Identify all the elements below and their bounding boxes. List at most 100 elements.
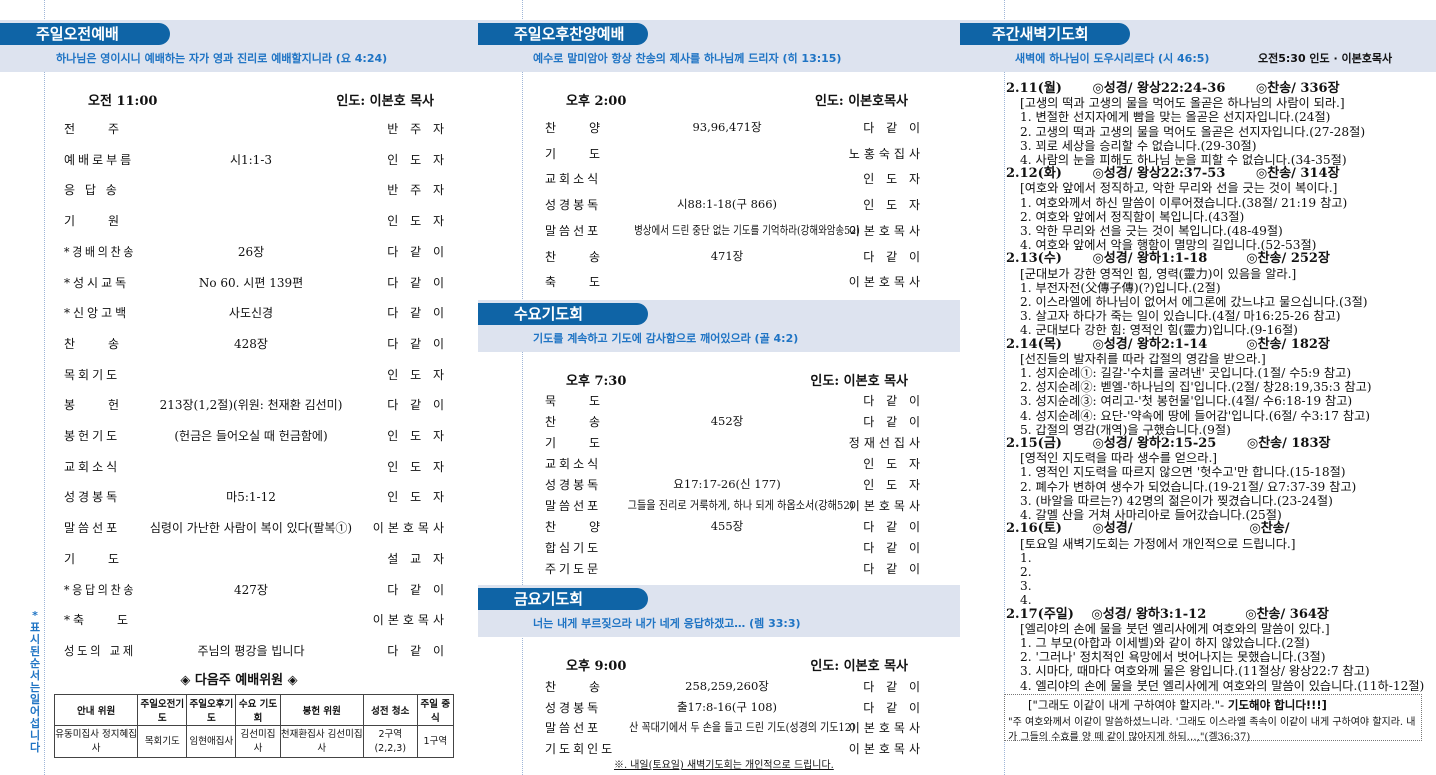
order-detail: 455장 <box>710 519 744 533</box>
order-person: 다 같 이 <box>863 680 924 694</box>
order-item: 전 주 <box>64 122 123 136</box>
dawn-leader: 오전5:30 인도 · 이본호목사 <box>1258 52 1393 65</box>
order-item: 교회소식 <box>545 457 602 471</box>
order-detail: 452장 <box>710 414 744 428</box>
order-row: 합심기도 다 같 이 <box>478 539 960 557</box>
order-row: *응답의찬송 427장 다 같 이 <box>0 581 478 599</box>
day-point: 3. 꾀로 세상을 승리할 수 없습니다.(29-30절) <box>1020 138 1257 153</box>
order-item: 주기도문 <box>545 562 602 576</box>
order-item: 축 도 <box>545 275 604 290</box>
order-person: 다 같 이 <box>863 700 924 715</box>
order-person: 다 같 이 <box>387 244 448 259</box>
order-item: 목회기도 <box>64 367 121 382</box>
order-row: 찬 송 428장 다 같 이 <box>0 335 478 353</box>
day-point: 2. 여호와 앞에서 정직함이 복입니다.(43절) <box>1020 209 1245 224</box>
order-detail: No 60. 시편 139편 <box>198 275 304 290</box>
prayer-callout: ["그래도 이같이 내게 구하여야 할지라."- 기도해야 합니다!!!] "주… <box>1004 694 1422 743</box>
order-row: 성경봉독 시88:1-18(구 866) 인 도 자 <box>478 196 960 214</box>
next-week-table: 안내 위원 주일오전기도 주일오후기도 수요 기도회 봉헌 위원 성전 청소 주일 중식 유… <box>53 694 455 758</box>
order-row: 찬 송 471장 다 같 이 <box>478 248 960 266</box>
order-item: 봉헌기도 <box>64 429 121 443</box>
section-header: 금요기도회 너는 내게 부르짖으라 내가 네게 응답하겠고… (렘 33:3) <box>478 585 960 637</box>
day-point: 1. <box>1020 550 1032 565</box>
order-row: 말씀선포 산 꼭대기에서 두 손을 들고 드린 기도(성경의 기도12) 이본호목사 <box>478 719 960 737</box>
sunday-afternoon-column: 주일오후찬양예배 예수로 말미암아 항상 찬송의 제사를 하나님께 드리자 (히… <box>478 0 960 775</box>
order-detail: 출17:8-16(구 108) <box>676 699 778 714</box>
order-item: 기 원 <box>64 214 123 229</box>
day-theme: [군대보가 강한 영적인 힘, 영력(靈力)이 있음을 알라.] <box>1020 266 1297 281</box>
table-header: 안내 위원 <box>53 694 139 726</box>
day-point: 1. 그 부모(아합과 이세벨)와 같이 하지 않았습니다.(2절) <box>1020 635 1310 650</box>
order-person: 이본호목사 <box>848 721 924 735</box>
order-detail: 471장 <box>710 248 744 263</box>
order-item: 찬 양 <box>545 520 604 534</box>
order-row: 성경봉독 마5:1-12 인 도 자 <box>0 488 478 506</box>
order-person: 인 도 자 <box>387 490 448 505</box>
order-row: 축 도 이본호목사 <box>478 273 960 291</box>
table-row: 유동미집사 정지혜집사 목회기도 임현애집사 김선미집사 천재환집사 김선미집사 2구역(… <box>53 725 455 758</box>
order-person: 이본호목사 <box>848 275 924 290</box>
order-item: *경배의찬송 <box>64 244 137 259</box>
service-leader: 인도: 이본호 목사 <box>336 94 434 109</box>
order-item: *성시교독 <box>64 275 130 290</box>
standing-note: *표시된 순서는 일어섭니다 <box>29 609 41 754</box>
section-verse: 하나님은 영이시니 예배하는 자가 영과 진리로 예배할지니라 (요 4:24) <box>56 52 388 65</box>
order-detail: 요17:17-26(신 177) <box>673 477 781 491</box>
service-time: 오후 2:00 <box>566 94 627 109</box>
callout-title-text: ["그래도 이같이 내게 구하여야 할지라."- <box>1028 698 1228 712</box>
day-point: 3. (바알을 따르는?) 42명의 젊은이가 찢겼습니다.(23-24절) <box>1020 493 1333 508</box>
day-point: 2. 고생의 떡과 고생의 물을 먹어도 올곧은 선지자입니다.(27-28절) <box>1020 124 1366 139</box>
day-heading: 2.12(화) ◎성경/ 왕상22:37-53 ◎찬송/ 314장 <box>1006 166 1340 182</box>
callout-text: "주 여호와께서 이같이 말씀하셨느니라. '그래도 이스라엘 족속이 이같이 … <box>1008 717 1416 743</box>
order-person: 인 도 자 <box>387 367 448 382</box>
day-point: 4. 엘리야의 손에 물을 붓던 엘리사에게 여호와의 말씀이 있습니다.(11… <box>1019 678 1425 693</box>
order-person: 인 도 자 <box>863 457 924 471</box>
order-row: 교회소식 인 도 자 <box>478 170 960 188</box>
order-item: 말씀선포 <box>545 223 602 238</box>
order-person: 다 같 이 <box>863 121 924 135</box>
order-item: 기 도 <box>64 551 123 566</box>
order-item: 말씀선포 <box>545 499 602 513</box>
divider <box>522 0 523 775</box>
order-person: 다 같 이 <box>863 541 924 555</box>
table-cell: 목회기도 <box>137 725 188 758</box>
table-header: 봉헌 위원 <box>279 694 364 726</box>
order-item: 성도의 교제 <box>64 643 137 658</box>
order-row: *신앙고백 사도신경 다 같 이 <box>0 304 478 322</box>
order-item: 예배로부름 <box>64 152 135 167</box>
day-point: 4. 군대보다 강한 힘: 영적인 힘(靈力)입니다.(9-16절) <box>1020 323 1298 338</box>
order-item: 기도회인도 <box>545 741 616 756</box>
order-person: 다 같 이 <box>387 275 448 290</box>
table-cell: 1구역 <box>416 725 455 758</box>
order-row: 봉 헌 213장(1,2절)(위원: 천재환 김선미) 다 같 이 <box>0 396 478 414</box>
day-point: 2. 이스라엘에 하나님이 없어서 에그론에 갔느냐고 물으십니다.(3절) <box>1020 295 1368 310</box>
day-point: 3. 성지순례③: 여리고-'첫 봉헌물'입니다.(4절/ 수6:18-19 참… <box>1020 394 1353 409</box>
day-point: 4. <box>1020 593 1032 608</box>
order-row: 교회소식 인 도 자 <box>478 455 960 473</box>
order-item: 성경봉독 <box>545 478 602 492</box>
order-person: 반 주 자 <box>387 122 448 136</box>
day-theme: [고생의 떡과 고생의 물을 먹어도 올곧은 하나님의 사람이 되라.] <box>1020 96 1345 111</box>
day-entry: 2.17(주일) ◎성경/ 왕하3:1-12 ◎찬송/ 364장 [엘리야의 손에… <box>1006 607 1425 693</box>
order-item: *신앙고백 <box>64 306 130 321</box>
section-header: 주일오후찬양예배 예수로 말미암아 항상 찬송의 제사를 하나님께 드리자 (히… <box>478 20 960 72</box>
order-detail: 병상에서 드린 중단 없는 기도를 기억하라(강해와암송52) <box>634 222 860 237</box>
order-row: 말씀선포 그들을 진리로 거룩하게, 하나 되게 하옵소서(강해52) 이본호목사 <box>478 497 960 515</box>
table-cell: 임현애집사 <box>186 725 237 758</box>
day-point: 3. <box>1020 579 1032 594</box>
order-item: 찬 송 <box>545 415 604 429</box>
order-row: 기 도 정재선집사 <box>478 434 960 452</box>
section-verse: 예수로 말미암아 항상 찬송의 제사를 하나님께 드리자 (히 13:15) <box>533 52 842 65</box>
section-verse: 기도를 계속하고 기도에 감사함으로 깨어있으라 (골 4:2) <box>533 332 799 345</box>
order-person: 인 도 자 <box>863 198 924 213</box>
order-item: 합심기도 <box>545 541 602 555</box>
order-person: 다 같 이 <box>863 415 924 429</box>
saturday-note: ※. 내일(토요일) 새벽기도회는 개인적으로 드립니다. <box>614 760 834 771</box>
callout-title: ["그래도 이같이 내게 구하여야 할지라."- 기도해야 합니다!!!] <box>1008 697 1418 713</box>
order-person: 다 같 이 <box>387 336 448 351</box>
service-time: 오전 11:00 <box>88 94 158 109</box>
sunday-morning-column: 주일오전예배 하나님은 영이시니 예배하는 자가 영과 진리로 예배할지니라 (… <box>0 0 478 775</box>
order-row: 성도의 교제 주님의 평강을 빕니다 다 같 이 <box>0 642 478 660</box>
section-title: 주일오후찬양예배 <box>478 23 648 45</box>
